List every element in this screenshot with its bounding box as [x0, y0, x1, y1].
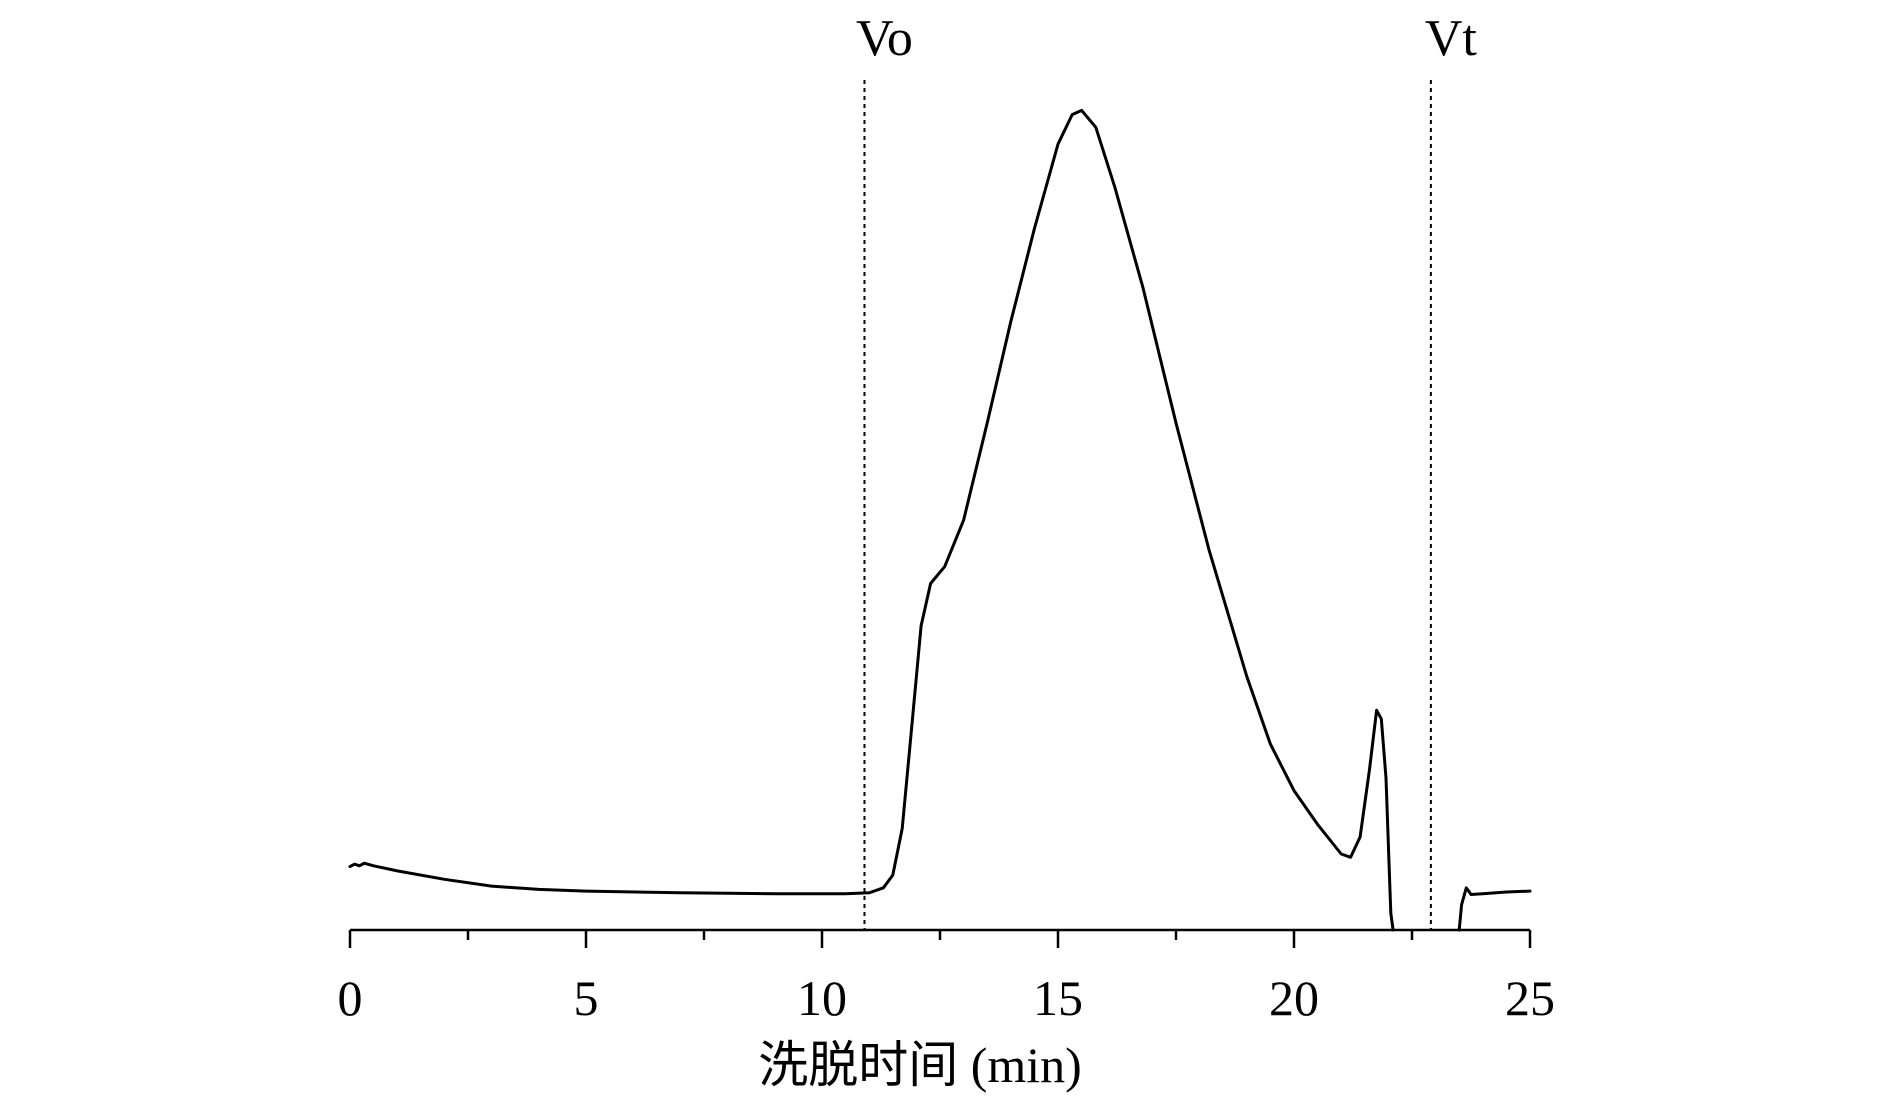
x-tick-label: 10: [797, 970, 847, 1026]
marker-label-vt: Vt: [1425, 10, 1478, 67]
series-line-2: [1457, 886, 1532, 932]
series-layer: [348, 108, 1532, 932]
x-tick-label: 5: [574, 970, 599, 1026]
x-tick-label: 25: [1505, 970, 1555, 1026]
series-line-1: [348, 108, 1395, 932]
marker-lines: Vo Vt: [856, 10, 1477, 930]
x-tick-label: 20: [1269, 970, 1319, 1026]
marker-label-vo: Vo: [856, 10, 913, 67]
x-axis: 0 5 10 15 20 25: [338, 928, 1555, 1026]
x-tick-label: 0: [338, 970, 363, 1026]
x-axis-title: 洗脱时间 (min): [758, 1037, 1082, 1093]
x-tick-label: 15: [1033, 970, 1083, 1026]
